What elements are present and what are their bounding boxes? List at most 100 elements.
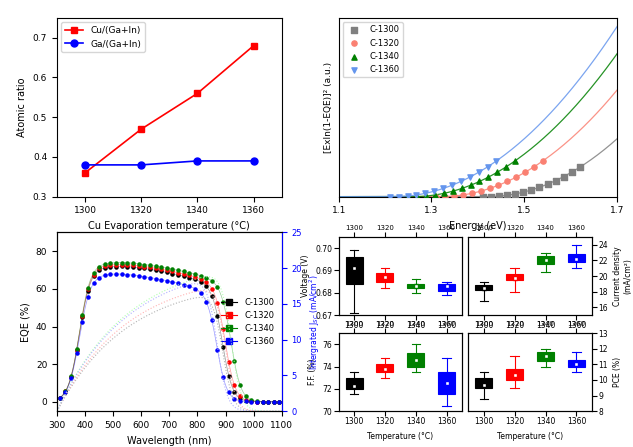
Point — [184, 283, 194, 290]
Point — [83, 293, 93, 300]
Point — [122, 263, 132, 270]
PathPatch shape — [506, 369, 523, 380]
Point — [246, 397, 256, 405]
C-1340 — [484, 173, 494, 181]
Point — [241, 392, 251, 399]
X-axis label: Temperature (°C): Temperature (°C) — [497, 432, 563, 441]
Point — [218, 343, 228, 350]
Y-axis label: F.F. (%): F.F. (%) — [308, 359, 317, 385]
Point — [100, 272, 110, 279]
C-1300 — [575, 164, 585, 171]
Point — [213, 346, 223, 353]
Point — [241, 398, 251, 405]
Point — [94, 263, 104, 270]
Point — [66, 373, 76, 380]
Point — [139, 265, 149, 272]
Point — [167, 278, 177, 286]
C-1320 — [538, 157, 548, 164]
Point — [173, 271, 183, 278]
Legend: C-1300, C-1320, C-1340, C-1360: C-1300, C-1320, C-1340, C-1360 — [217, 294, 277, 350]
Point — [134, 272, 144, 279]
Ga/(Ga+In) — [81, 162, 89, 168]
Cu/(Ga+In) — [81, 170, 89, 176]
Point — [179, 281, 189, 288]
Point — [241, 396, 251, 403]
Point — [235, 397, 245, 405]
Point — [116, 263, 127, 270]
C-1360 — [429, 188, 439, 195]
PathPatch shape — [537, 352, 554, 361]
Y-axis label: PCE (%): PCE (%) — [613, 357, 622, 387]
Point — [89, 280, 99, 287]
C-1300 — [551, 177, 561, 184]
Line: Ga/(Ga+In): Ga/(Ga+In) — [82, 157, 257, 169]
C-1360 — [465, 173, 475, 181]
Point — [128, 264, 138, 271]
Point — [201, 274, 211, 281]
Point — [122, 259, 132, 266]
Point — [72, 350, 82, 357]
Point — [54, 394, 65, 401]
Point — [218, 298, 228, 305]
Point — [258, 398, 268, 405]
Point — [258, 398, 268, 405]
Point — [179, 268, 189, 275]
PathPatch shape — [475, 378, 492, 388]
C-1300 — [502, 192, 512, 199]
PathPatch shape — [438, 372, 455, 395]
Point — [116, 270, 127, 278]
C-1360 — [394, 193, 404, 200]
Ga/(Ga+In) — [137, 162, 145, 168]
Point — [246, 398, 256, 405]
Point — [128, 261, 138, 269]
Point — [134, 264, 144, 271]
C-1360 — [456, 178, 466, 185]
Point — [145, 266, 155, 273]
C-1320 — [449, 193, 459, 200]
C-1360 — [411, 191, 422, 198]
Point — [60, 388, 70, 396]
Point — [122, 261, 132, 268]
C-1340 — [510, 157, 520, 164]
Point — [134, 260, 144, 267]
Point — [201, 278, 211, 286]
C-1300 — [559, 173, 569, 180]
C-1320 — [467, 190, 477, 197]
PathPatch shape — [407, 284, 424, 288]
Point — [263, 398, 273, 405]
Point — [72, 347, 82, 354]
Point — [207, 292, 217, 299]
Point — [77, 311, 87, 318]
Y-axis label: EQE (%): EQE (%) — [20, 302, 30, 342]
Point — [173, 269, 183, 276]
C-1300 — [542, 181, 553, 188]
Point — [111, 259, 121, 266]
Y-axis label: Intergrated J$_{SC}$ (mA/cm$^{2}$): Intergrated J$_{SC}$ (mA/cm$^{2}$) — [308, 274, 322, 370]
Legend: C-1300, C-1320, C-1340, C-1360: C-1300, C-1320, C-1340, C-1360 — [343, 22, 403, 77]
Point — [83, 284, 93, 291]
Point — [156, 266, 166, 273]
Point — [213, 299, 223, 307]
C-1360 — [473, 169, 484, 176]
C-1360 — [447, 181, 457, 189]
Point — [72, 346, 82, 353]
PathPatch shape — [346, 257, 363, 284]
Point — [161, 277, 172, 284]
C-1300 — [486, 193, 496, 200]
Point — [196, 289, 206, 296]
Legend: Cu/(Ga+In), Ga/(Ga+In): Cu/(Ga+In), Ga/(Ga+In) — [61, 22, 145, 52]
C-1300 — [494, 193, 504, 200]
Point — [246, 396, 256, 403]
X-axis label: Wavelength (nm): Wavelength (nm) — [127, 435, 211, 446]
Point — [89, 271, 99, 278]
Point — [66, 373, 76, 380]
PathPatch shape — [407, 353, 424, 367]
C-1320 — [520, 169, 530, 176]
Point — [167, 270, 177, 277]
Point — [111, 261, 121, 268]
Point — [60, 388, 70, 395]
Point — [151, 262, 161, 270]
Y-axis label: Atomic ratio: Atomic ratio — [17, 77, 27, 137]
Point — [184, 272, 194, 279]
Point — [89, 273, 99, 280]
